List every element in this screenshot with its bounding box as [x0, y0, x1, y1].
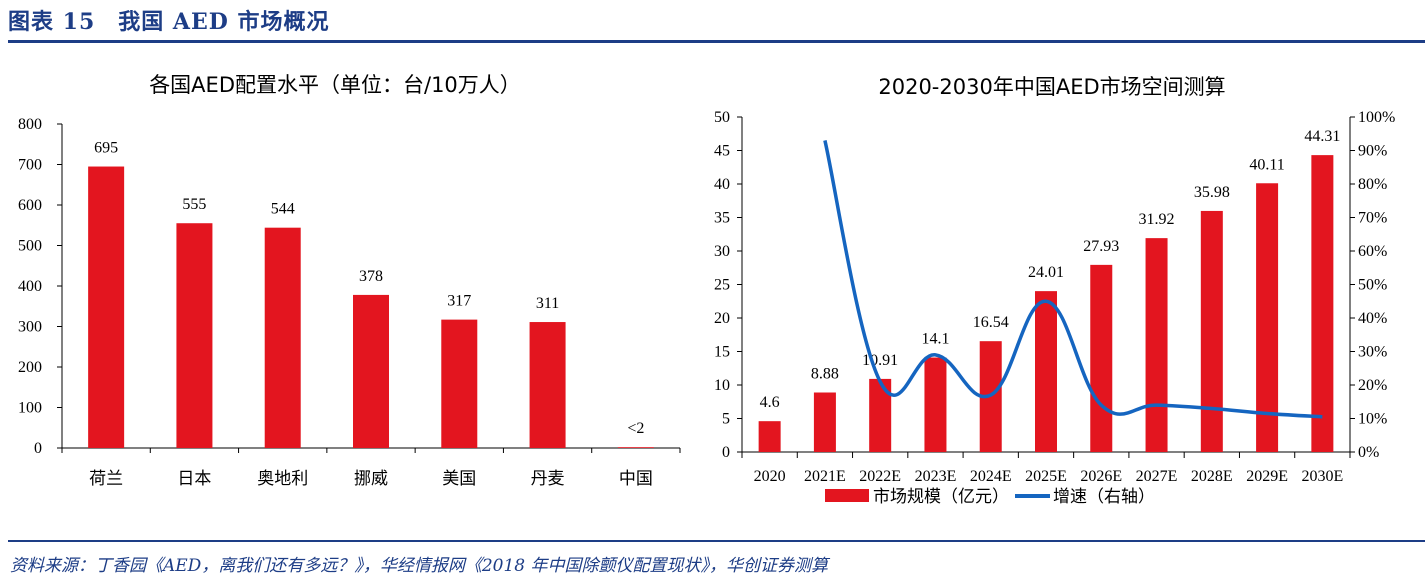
legend-label-line: 增速（右轴）: [1053, 487, 1155, 507]
y-tick-label-left: 20: [714, 310, 730, 327]
y-tick-label: 400: [18, 278, 42, 295]
x-tick-label: 2023E: [915, 468, 957, 485]
bar: [353, 294, 389, 448]
bar: [1256, 183, 1279, 452]
x-tick-label: 2028E: [1191, 468, 1233, 485]
bar: [1035, 291, 1057, 452]
y-tick-label: 500: [18, 238, 42, 255]
y-tick-label: 700: [18, 157, 42, 174]
y-tick-label-right: 30%: [1358, 344, 1387, 361]
bar: [176, 223, 213, 448]
y-tick-label-right: 80%: [1358, 176, 1387, 193]
data-label: 8.88: [811, 366, 839, 383]
data-label: 311: [536, 295, 559, 312]
y-tick-label-left: 5: [722, 411, 730, 428]
data-label: 35.98: [1194, 184, 1230, 201]
y-tick-label-left: 0: [722, 444, 730, 461]
x-tick-label: 2030E: [1301, 468, 1343, 485]
x-tick-label: 奥地利: [257, 469, 308, 489]
y-tick-label-left: 15: [714, 344, 730, 361]
bar: [1090, 264, 1113, 452]
x-tick-label: 2027E: [1136, 468, 1178, 485]
y-tick-label-left: 10: [714, 377, 730, 394]
data-label: 44.31: [1304, 128, 1340, 145]
data-label: 317: [447, 293, 471, 310]
x-tick-label: 丹麦: [531, 469, 565, 489]
y-tick-label-right: 100%: [1358, 109, 1395, 126]
chart-title: 2020-2030年中国AED市场空间测算: [878, 75, 1225, 99]
data-label: 40.11: [1249, 156, 1284, 173]
bar: [758, 421, 781, 452]
growth-line: [823, 140, 1323, 419]
x-tick-label: 2020: [754, 468, 786, 485]
y-tick-label-right: 50%: [1358, 277, 1387, 294]
legend-label-bar: 市场规模（亿元）: [873, 487, 1009, 507]
data-label: 24.01: [1028, 264, 1064, 281]
x-tick-label: 2022E: [859, 468, 901, 485]
x-tick-label: 日本: [177, 469, 211, 489]
x-tick-label: 挪威: [354, 469, 388, 489]
y-tick-label-right: 0%: [1358, 444, 1379, 461]
x-tick-label: 2025E: [1025, 468, 1067, 485]
bar: [264, 227, 301, 448]
x-tick-label: 2029E: [1246, 468, 1288, 485]
bar: [529, 322, 566, 448]
data-label: 378: [359, 268, 383, 285]
bar: [813, 392, 836, 452]
bar: [441, 319, 478, 448]
x-tick-label: 2021E: [804, 468, 846, 485]
y-tick-label-right: 90%: [1358, 143, 1387, 160]
bar: [1200, 210, 1223, 452]
data-label: 31.92: [1139, 211, 1175, 228]
x-tick-label: 2024E: [970, 468, 1012, 485]
data-label: 555: [182, 196, 206, 213]
data-label: 16.54: [973, 314, 1009, 331]
data-label: 27.93: [1083, 238, 1119, 255]
y-tick-label-left: 25: [714, 277, 730, 294]
y-tick-label-left: 30: [714, 243, 730, 260]
chart-title: 各国AED配置水平（单位：台/10万人）: [149, 73, 521, 97]
y-tick-label: 200: [18, 359, 42, 376]
source-note: 资料来源：丁香园《AED，离我们还有多远？》，华经情报网《2018 年中国除颤仪…: [10, 556, 828, 576]
y-tick-label-right: 10%: [1358, 411, 1387, 428]
y-tick-label-right: 70%: [1358, 210, 1387, 227]
footer-divider: [8, 540, 1425, 542]
x-tick-label: 荷兰: [89, 469, 123, 489]
bar: [617, 447, 654, 448]
y-tick-label-left: 40: [714, 176, 730, 193]
data-label: 544: [271, 201, 295, 218]
y-tick-label: 800: [18, 116, 42, 133]
data-label: <2: [627, 420, 644, 437]
bar: [88, 166, 125, 448]
y-tick-label: 0: [34, 440, 42, 457]
x-tick-label: 美国: [442, 469, 476, 489]
bar: [924, 357, 947, 452]
y-tick-label-right: 60%: [1358, 243, 1387, 260]
y-tick-label-right: 40%: [1358, 310, 1387, 327]
y-tick-label: 300: [18, 319, 42, 336]
y-tick-label-left: 50: [714, 109, 730, 126]
y-tick-label-right: 20%: [1358, 377, 1387, 394]
figure-title: 图表 15 我国 AED 市场概况: [8, 9, 330, 35]
x-tick-label: 中国: [619, 469, 653, 489]
bar: [1145, 238, 1168, 452]
data-label: 695: [94, 140, 118, 157]
bar: [1311, 155, 1334, 453]
header-divider: [8, 40, 1425, 43]
y-tick-label-left: 45: [714, 143, 730, 160]
y-tick-label: 600: [18, 197, 42, 214]
y-tick-label-left: 35: [714, 210, 730, 227]
y-tick-label: 100: [18, 400, 42, 417]
data-label: 4.6: [760, 394, 780, 411]
legend-swatch-bar: [825, 489, 869, 502]
bar: [869, 378, 892, 452]
data-label: 14.1: [921, 331, 949, 348]
data-label: 10.91: [862, 352, 898, 369]
x-tick-label: 2026E: [1080, 468, 1122, 485]
